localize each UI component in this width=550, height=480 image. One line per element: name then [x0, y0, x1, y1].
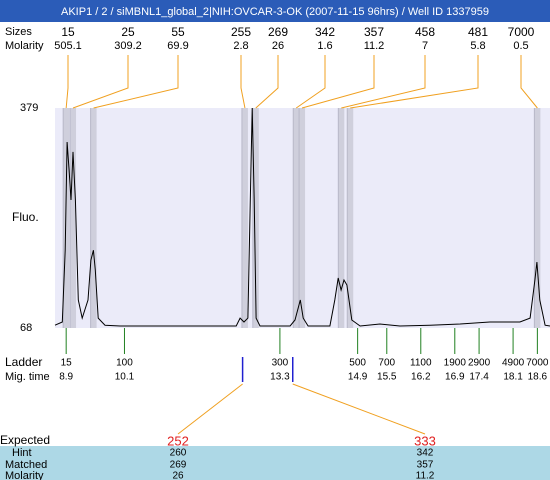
ladder-time: 16.9 — [445, 372, 465, 383]
peak-molarity: 1.6 — [317, 40, 332, 52]
peak-connector — [341, 55, 426, 109]
ladder-size: 1100 — [410, 358, 432, 369]
ladder-time: 13.3 — [270, 372, 290, 383]
ladder-time: 15.5 — [377, 372, 397, 383]
peak-size: 255 — [231, 25, 251, 39]
peak-connector — [240, 55, 246, 109]
expected-label: Expected — [0, 433, 50, 447]
peak-connector — [301, 55, 375, 109]
expected-value: 252 — [167, 433, 189, 448]
peak-connector — [350, 55, 479, 109]
y-tick-label: 379 — [20, 102, 38, 114]
title: AKIP1 / 2 / siMBNL1_global_2|NIH:OVCAR-3… — [61, 6, 489, 18]
ladder-size: 700 — [378, 358, 395, 369]
expected-value: 333 — [414, 433, 436, 448]
peak-molarity: 26 — [272, 40, 284, 52]
peak-connector — [295, 55, 326, 109]
hint-value: 342 — [417, 448, 434, 459]
peak-size: 481 — [468, 25, 488, 39]
molarity-value: 26 — [172, 471, 184, 480]
y-axis-label: Fluo. — [12, 210, 39, 224]
molarity-label: Molarity — [5, 40, 44, 52]
peak-band — [338, 108, 345, 328]
peak-connector — [65, 55, 69, 109]
ladder-size: 300 — [272, 358, 289, 369]
matched-value: 357 — [417, 460, 434, 471]
y-tick-label: 68 — [20, 322, 32, 334]
ladder-time: 16.2 — [411, 372, 431, 383]
expected-connector — [292, 383, 426, 435]
ladder-size: 2900 — [468, 358, 491, 369]
ladder-time: 8.9 — [59, 372, 73, 383]
peak-connector — [72, 55, 129, 109]
ladder-time: 14.9 — [348, 372, 368, 383]
peak-band — [299, 108, 306, 328]
molarity-row-label: Molarity — [5, 470, 44, 480]
matched-band — [0, 446, 550, 480]
ladder-label: Ladder — [5, 355, 42, 369]
peak-size: 357 — [364, 25, 384, 39]
ladder-size: 500 — [349, 358, 366, 369]
hint-label: Hint — [12, 447, 32, 459]
ladder-size: 15 — [61, 358, 73, 369]
peak-molarity: 0.5 — [513, 40, 528, 52]
peak-molarity: 69.9 — [167, 40, 188, 52]
ladder-time: 18.1 — [503, 372, 523, 383]
peak-molarity: 11.2 — [364, 40, 385, 52]
peak-size: 15 — [61, 25, 75, 39]
peak-molarity: 505.1 — [54, 40, 82, 52]
peak-band — [90, 108, 97, 328]
ladder-size: 1900 — [444, 358, 467, 369]
mig-time-label: Mig. time — [5, 371, 50, 383]
peak-molarity: 7 — [422, 40, 428, 52]
matched-value: 269 — [170, 460, 187, 471]
molarity-value: 11.2 — [416, 471, 435, 480]
title-bar — [0, 0, 550, 22]
peak-band — [70, 108, 77, 328]
ladder-size: 4900 — [502, 358, 525, 369]
ladder-size: 100 — [116, 358, 133, 369]
ladder-size: 7000 — [526, 358, 549, 369]
peak-band — [534, 108, 541, 328]
peak-connector — [93, 55, 179, 109]
peak-size: 458 — [415, 25, 435, 39]
ladder-time: 17.4 — [469, 372, 489, 383]
peak-band — [241, 108, 248, 328]
peak-size: 7000 — [508, 25, 535, 39]
peak-molarity: 309.2 — [114, 40, 142, 52]
peak-size: 342 — [315, 25, 335, 39]
peak-size: 25 — [121, 25, 135, 39]
ladder-time: 10.1 — [115, 372, 135, 383]
peak-connector — [520, 55, 538, 109]
expected-connector — [177, 383, 243, 435]
peak-molarity: 5.8 — [470, 40, 485, 52]
sizes-label: Sizes — [5, 26, 32, 38]
peak-size: 55 — [171, 25, 185, 39]
ladder-time: 18.6 — [528, 372, 548, 383]
peak-connector — [255, 55, 279, 109]
matched-label: Matched — [5, 459, 47, 471]
peak-molarity: 2.8 — [233, 40, 248, 52]
peak-band — [293, 108, 300, 328]
peak-size: 269 — [268, 25, 288, 39]
trace — [54, 107, 550, 327]
peak-band — [347, 108, 354, 328]
peak-band — [252, 108, 259, 328]
hint-value: 260 — [170, 448, 187, 459]
